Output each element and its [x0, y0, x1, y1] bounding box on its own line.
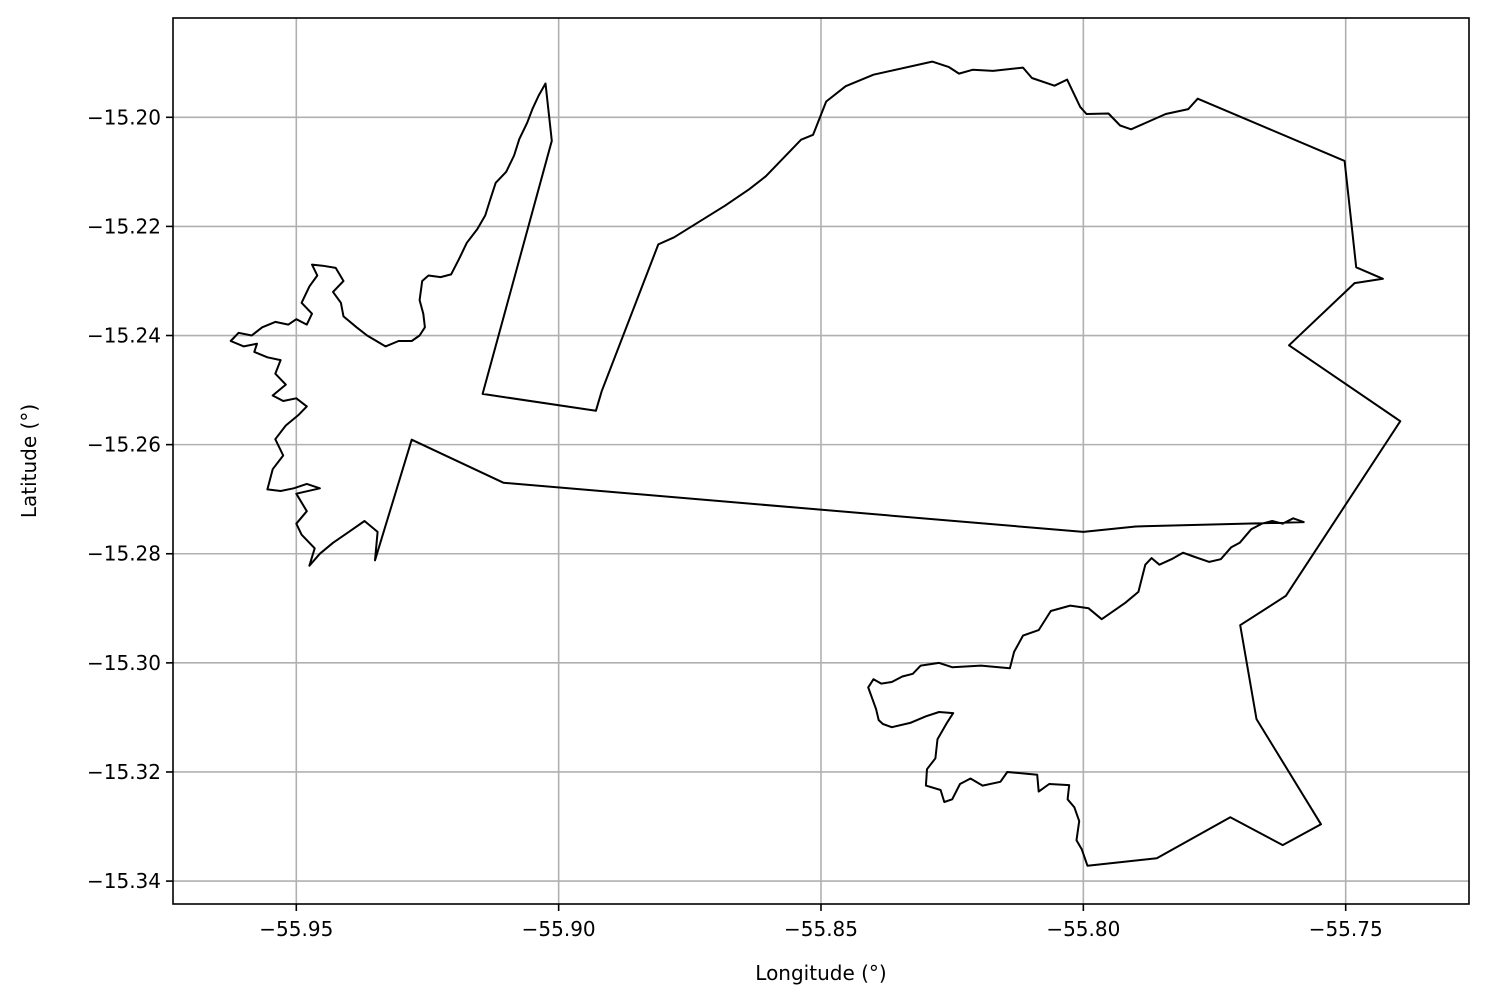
- x-axis-label: Longitude (°): [755, 961, 886, 985]
- y-axis-label: Latitude (°): [17, 404, 41, 518]
- y-tick-label: −15.28: [87, 542, 161, 566]
- x-tick-label: −55.75: [1309, 917, 1383, 941]
- plot-area: [229, 60, 1402, 867]
- grid: [173, 18, 1469, 904]
- boundary-outline: [229, 60, 1402, 867]
- ticks: −55.95 −55.90 −55.85 −55.80 −55.75 −15.20 −15.…: [87, 105, 1383, 941]
- x-tick-label: −55.90: [522, 917, 596, 941]
- y-tick-label: −15.30: [87, 651, 161, 675]
- y-tick-label: −15.24: [87, 324, 161, 348]
- y-tick-label: −15.26: [87, 433, 161, 457]
- y-tick-label: −15.22: [87, 214, 161, 238]
- x-tick-label: −55.95: [259, 917, 333, 941]
- x-tick-label: −55.80: [1046, 917, 1120, 941]
- y-tick-label: −15.20: [87, 105, 161, 129]
- x-tick-label: −55.85: [784, 917, 858, 941]
- y-tick-label: −15.32: [87, 760, 161, 784]
- y-tick-label: −15.34: [87, 869, 161, 893]
